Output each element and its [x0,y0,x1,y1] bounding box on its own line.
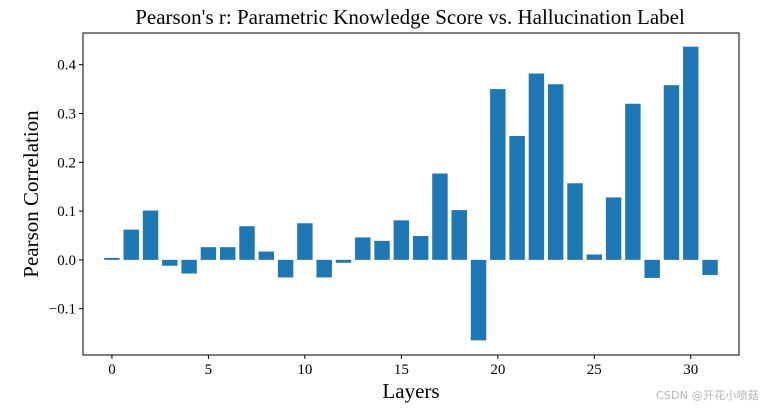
bar-layer-28 [644,259,660,278]
bar-layer-12 [335,259,352,263]
bar-layer-26 [605,197,622,260]
x-tick-label-25: 25 [587,362,602,378]
bar-layer-22 [528,73,545,260]
bar-layer-3 [162,259,178,266]
bar-layer-14 [374,240,390,260]
x-tick-label-10: 10 [297,362,312,378]
y-axis: −0.1 0.0 0.1 0.2 0.3 0.4 [49,58,83,318]
bar-layer-5 [200,247,217,260]
plot-frame [82,32,740,356]
y-tick-label-2: 0.1 [57,204,76,220]
bar-layer-11 [316,259,332,278]
bar-layer-23 [547,84,564,260]
x-tick-label-0: 0 [108,362,116,378]
y-tick-label-0: −0.1 [49,302,76,318]
y-tick-label-1: 0.0 [57,253,76,269]
y-axis-label: Pearson Correlation [19,110,43,278]
bar-layer-9 [277,259,294,278]
bar-layer-18 [451,210,467,260]
bar-layer-24 [567,183,583,260]
y-tick-label-3: 0.2 [57,155,76,171]
bar-layer-2 [142,210,159,260]
bar-layer-0 [104,257,120,260]
bar-layer-4 [181,259,197,274]
bar-layer-31 [702,259,718,275]
chart-title: Pearson's r: Parametric Knowledge Score … [135,5,685,29]
bar-layer-7 [239,226,255,260]
bar-layer-13 [355,237,371,260]
x-tick-label-30: 30 [683,362,698,378]
y-tick-label-5: 0.4 [57,58,76,74]
bar-layer-10 [297,223,313,260]
x-axis: 0 5 10 15 20 25 30 [108,355,698,378]
bar-layer-20 [490,89,506,260]
bar-layer-17 [432,173,448,260]
x-axis-label: Layers [382,379,439,403]
bar-layer-19 [470,259,487,341]
x-tick-label-15: 15 [394,362,409,378]
bar-layer-6 [219,247,236,260]
bar-layer-29 [663,85,680,260]
bar-layer-15 [393,220,410,260]
x-tick-label-5: 5 [205,362,213,378]
bar-layer-27 [625,103,641,260]
bar-layer-16 [412,235,429,260]
bar-layer-1 [123,229,139,260]
y-tick-label-4: 0.3 [57,107,76,123]
watermark-text: CSDN @开花小喷菇 [655,389,759,402]
x-tick-label-20: 20 [490,362,505,378]
bar-layer-8 [258,251,275,260]
bar-layer-25 [586,254,603,260]
bar-layer-21 [509,135,525,260]
bars-group [104,46,718,341]
bar-layer-30 [683,46,699,260]
